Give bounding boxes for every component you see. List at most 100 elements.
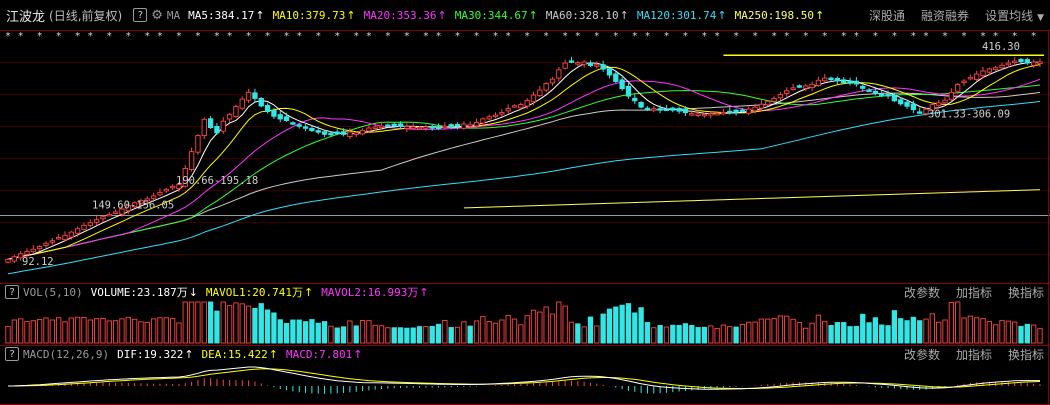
volume-bar bbox=[93, 318, 100, 344]
candlestick bbox=[853, 80, 860, 85]
candlestick bbox=[670, 107, 676, 111]
volume-bar bbox=[359, 320, 366, 344]
candlestick bbox=[885, 94, 891, 97]
volume-bar bbox=[214, 310, 220, 344]
volume-bar bbox=[689, 325, 695, 344]
volume-bar bbox=[929, 313, 936, 344]
volume-indicator-name[interactable]: VOL(5,10) bbox=[23, 285, 83, 299]
menu-hk-connect[interactable]: 深股通 bbox=[869, 8, 906, 23]
arrow-down-icon: ↓ bbox=[188, 286, 198, 299]
candlestick bbox=[283, 116, 290, 121]
ma-indicator-value: MA5:384.17↑ bbox=[188, 8, 265, 22]
volume-bar bbox=[195, 301, 201, 344]
volume-bar bbox=[277, 319, 283, 344]
candlestick bbox=[410, 126, 416, 129]
volume-bar bbox=[188, 301, 195, 344]
candlestick bbox=[258, 97, 264, 107]
candlestick bbox=[625, 85, 632, 97]
volume-bar bbox=[543, 306, 549, 344]
volume-bar bbox=[492, 322, 499, 344]
candlestick bbox=[942, 99, 948, 104]
candlestick bbox=[701, 113, 708, 117]
volume-bar bbox=[936, 321, 942, 344]
macd-help-icon[interactable]: ? bbox=[5, 347, 19, 361]
volume-bar bbox=[980, 318, 986, 344]
candlestick bbox=[480, 118, 486, 124]
volume-bar bbox=[119, 318, 125, 344]
volume-bar bbox=[258, 303, 264, 344]
volume-bar bbox=[917, 320, 923, 344]
volume-bar bbox=[378, 325, 385, 344]
candlestick bbox=[815, 79, 822, 86]
candlestick bbox=[169, 185, 176, 189]
candlestick bbox=[195, 135, 201, 153]
volume-bar bbox=[594, 325, 600, 344]
volume-edit-params-button[interactable]: 改参数 bbox=[903, 285, 940, 300]
volume-bar bbox=[746, 321, 752, 344]
volume-bar bbox=[176, 322, 182, 344]
volume-bar bbox=[296, 319, 302, 344]
chart-mode[interactable]: (日线,前复权) bbox=[49, 8, 123, 23]
candlestick bbox=[860, 85, 866, 89]
candlestick bbox=[879, 93, 885, 96]
volume-bar bbox=[974, 317, 980, 344]
candlestick bbox=[486, 116, 492, 120]
arrow-up-icon: ↑ bbox=[437, 8, 447, 22]
candlestick bbox=[252, 92, 258, 99]
volume-bar bbox=[397, 327, 404, 344]
event-marker: * bbox=[524, 31, 530, 42]
candlestick bbox=[663, 108, 670, 112]
candlestick bbox=[714, 113, 720, 116]
event-marker: * bbox=[663, 31, 669, 42]
macd-edit-params-button[interactable]: 改参数 bbox=[903, 347, 940, 362]
candlestick bbox=[568, 60, 575, 63]
event-marker: * bbox=[575, 31, 581, 42]
volume-help-icon[interactable]: ? bbox=[5, 285, 19, 299]
candlestick bbox=[549, 78, 556, 84]
volume-bar bbox=[879, 324, 885, 344]
menu-margin-trading[interactable]: 融资融券 bbox=[921, 8, 970, 23]
candlestick bbox=[296, 124, 302, 127]
candlestick bbox=[562, 62, 568, 69]
volume-bar bbox=[264, 309, 271, 344]
volume-switch-indicator-button[interactable]: 换指标 bbox=[1007, 285, 1044, 300]
macd-switch-indicator-button[interactable]: 换指标 bbox=[1007, 347, 1044, 362]
event-marker: * bbox=[961, 31, 967, 42]
volume-bar bbox=[651, 327, 657, 344]
candlestick bbox=[163, 188, 169, 192]
volume-bar bbox=[733, 326, 739, 344]
macd-indicator-name[interactable]: MACD(12,26,9) bbox=[23, 347, 110, 361]
volume-bar bbox=[74, 316, 81, 344]
stock-name[interactable]: 江波龙 bbox=[6, 9, 46, 25]
event-marker: * bbox=[942, 31, 948, 42]
volume-bar bbox=[701, 326, 708, 344]
help-icon[interactable]: ? bbox=[133, 8, 148, 22]
gear-icon[interactable]: ⚙ bbox=[151, 7, 163, 23]
volume-bar bbox=[112, 320, 119, 344]
ma-indicator-list: MA5:384.17↑ MA10:379.73↑ MA20:353.36↑ MA30:… bbox=[188, 9, 832, 22]
event-marker: * bbox=[106, 31, 112, 42]
event-marker: * bbox=[366, 31, 372, 42]
volume-bar bbox=[955, 301, 961, 344]
candlestick bbox=[1037, 61, 1043, 65]
volume-bar bbox=[429, 325, 435, 344]
candlestick bbox=[347, 131, 353, 138]
volume-bar bbox=[372, 324, 378, 344]
macd-add-indicator-button[interactable]: 加指标 bbox=[955, 347, 992, 362]
candlestick bbox=[359, 129, 366, 135]
volume-bar bbox=[625, 303, 632, 344]
volume-bar bbox=[657, 325, 663, 344]
menu-ma-settings[interactable]: 设置均线 ▼ bbox=[985, 8, 1044, 23]
macd-header: ? MACD(12,26,9) DIF:19.322↑ DEA:15.422↑ MA… bbox=[0, 345, 1050, 363]
candlestick bbox=[461, 123, 467, 129]
macd-indicator-value: DEA:15.422↑ bbox=[201, 347, 278, 361]
candlestick bbox=[891, 94, 898, 102]
dif-line bbox=[7, 366, 1040, 390]
volume-bar bbox=[353, 325, 359, 344]
volume-bar bbox=[100, 317, 106, 344]
event-marker: * bbox=[284, 31, 290, 42]
volume-bar bbox=[321, 321, 328, 344]
volume-add-indicator-button[interactable]: 加指标 bbox=[955, 285, 992, 300]
candlestick bbox=[910, 103, 917, 111]
